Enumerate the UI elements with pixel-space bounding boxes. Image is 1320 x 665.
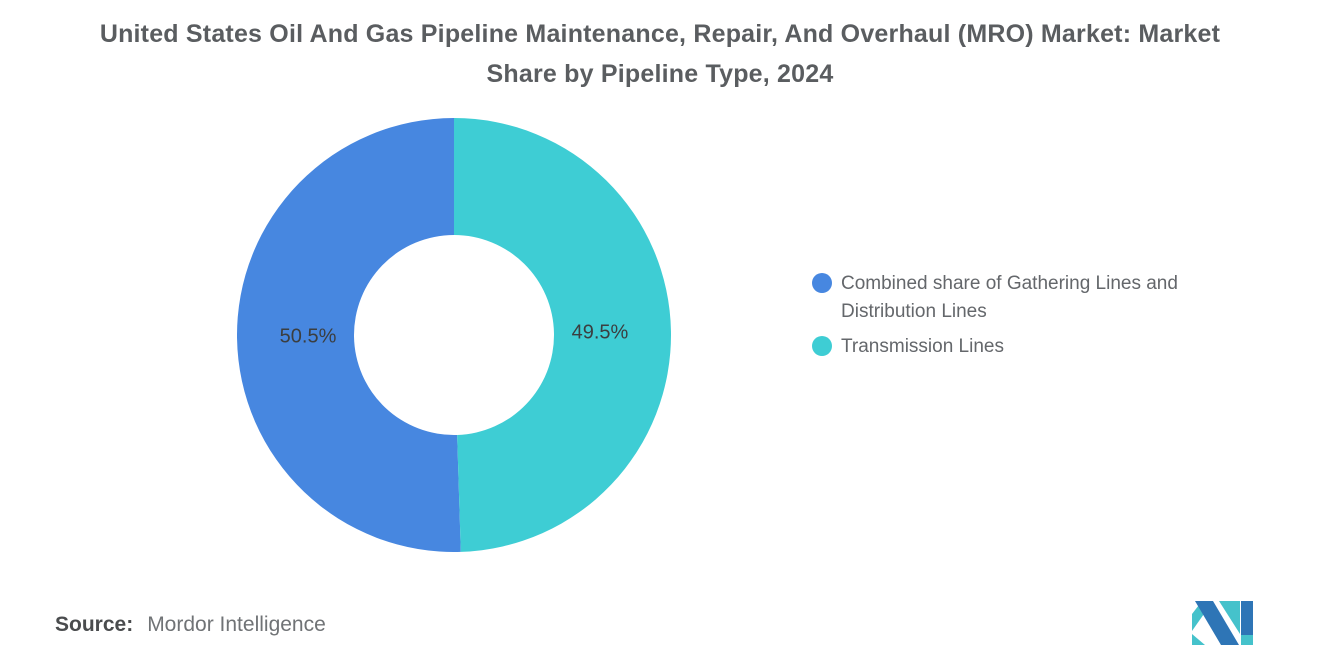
source-attribution: Source: Mordor Intelligence bbox=[55, 613, 326, 637]
chart-title: United States Oil And Gas Pipeline Maint… bbox=[99, 20, 1221, 88]
mordor-intelligence-logo bbox=[1192, 601, 1253, 645]
donut-chart-svg bbox=[237, 118, 671, 552]
pie-slice-0[interactable] bbox=[237, 118, 461, 552]
donut-chart: 50.5% 49.5% bbox=[237, 118, 671, 552]
source-value: Mordor Intelligence bbox=[147, 613, 326, 636]
pie-slice-1[interactable] bbox=[454, 118, 671, 552]
legend-label-transmission: Transmission Lines bbox=[841, 336, 1004, 357]
source-label: Source: bbox=[55, 613, 134, 636]
legend-item-gathering-distribution[interactable]: Combined share of Gathering Lines and Di… bbox=[812, 270, 1257, 326]
legend-marker-teal-icon bbox=[812, 336, 832, 356]
slice-label-gathering-distribution: 50.5% bbox=[279, 325, 337, 348]
legend-item-transmission[interactable]: Transmission Lines bbox=[812, 333, 1257, 361]
chart-legend: Combined share of Gathering Lines and Di… bbox=[812, 270, 1257, 361]
legend-marker-blue-icon bbox=[812, 273, 832, 293]
slice-label-transmission: 49.5% bbox=[571, 321, 629, 344]
legend-label-gathering-distribution: Combined share of Gathering Lines and Di… bbox=[841, 273, 1178, 322]
